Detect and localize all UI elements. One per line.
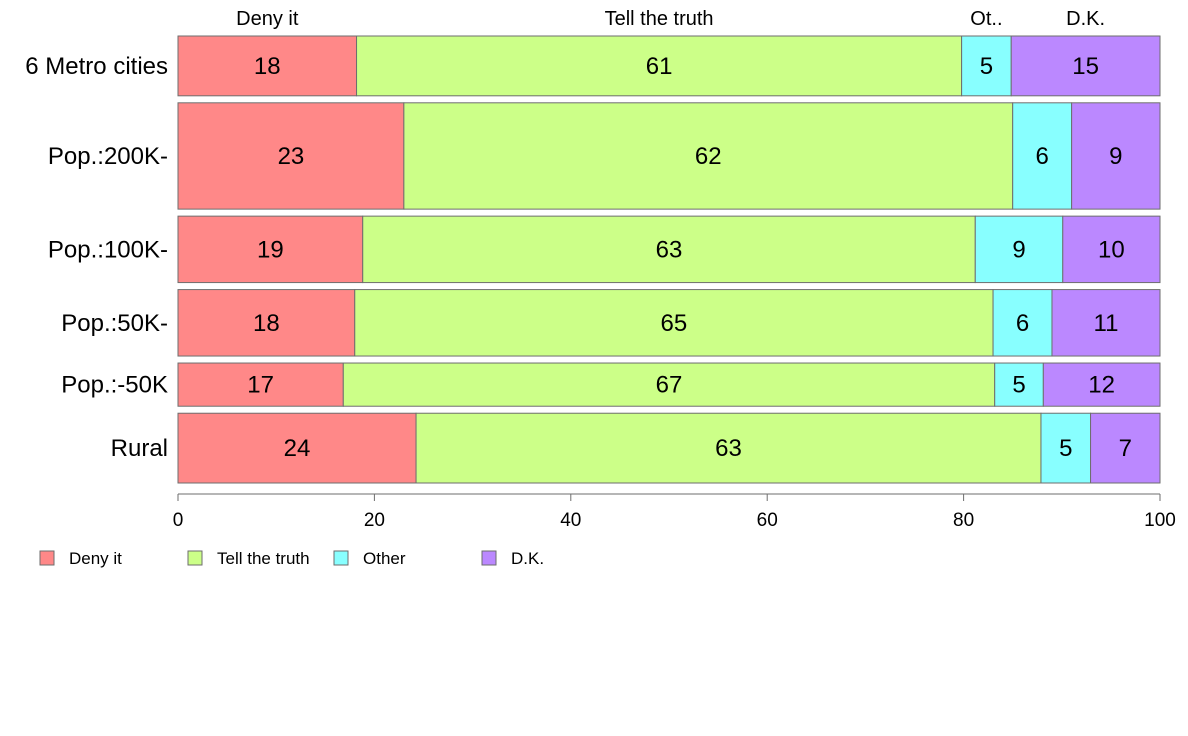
category-label: 6 Metro cities <box>25 53 168 80</box>
bar-segment-tell-the-truth <box>362 215 976 284</box>
data-label: 9 <box>1012 236 1025 263</box>
bar-rows: 18 61 5 15 23 62 6 9 19 63 9 10 18 65 6 11 17 67 5 12 24 63 5 7 <box>177 35 1161 484</box>
data-label: 6 <box>1016 310 1029 337</box>
category-label: Pop.:50K- <box>61 310 168 337</box>
legend-item-deny-it: Deny it <box>39 549 122 568</box>
top-label-other: Ot.. <box>970 8 1002 30</box>
bar-segment-d-k <box>1090 412 1161 484</box>
legend-swatch <box>187 550 203 566</box>
bar-segment-other <box>994 362 1044 407</box>
legend-label: D.K. <box>511 549 544 568</box>
legend-swatch <box>333 550 349 566</box>
bar-segment-d-k <box>1010 35 1161 97</box>
bar-segment-tell-the-truth <box>342 362 996 407</box>
category-labels: 6 Metro cities Pop.:200K- Pop.:100K- Pop.:5… <box>25 53 168 462</box>
data-label: 18 <box>254 53 281 80</box>
category-label: Pop.:200K- <box>48 143 168 170</box>
bar-segment-d-k <box>1042 362 1161 407</box>
legend-item-tell-the-truth: Tell the truth <box>187 549 310 568</box>
data-label: 15 <box>1072 53 1099 80</box>
legend-item-other: Other <box>333 549 406 568</box>
x-tick-label: 80 <box>953 510 974 531</box>
data-label: 5 <box>980 53 993 80</box>
data-label: 63 <box>715 435 742 462</box>
bar-segment-deny-it <box>177 412 417 484</box>
bar-row-pop-200k: 23 62 6 9 <box>177 102 1161 210</box>
bar-segment-other <box>1040 412 1092 484</box>
data-label: 9 <box>1109 143 1122 170</box>
bar-segment-tell-the-truth <box>354 289 994 357</box>
category-label: Pop.:-50K <box>61 372 168 399</box>
legend: Deny it Tell the truth Other D.K. <box>39 549 544 568</box>
data-label: 63 <box>656 236 683 263</box>
bar-segment-deny-it <box>177 289 356 357</box>
x-tick-label: 20 <box>364 510 385 531</box>
category-label: Rural <box>111 435 168 462</box>
data-label: 10 <box>1098 236 1125 263</box>
x-tick-label: 40 <box>560 510 581 531</box>
bar-segment-d-k <box>1071 102 1161 210</box>
bar-row-pop-50k: 17 67 5 12 <box>177 362 1161 407</box>
top-label-d-k: D.K. <box>1066 8 1105 30</box>
top-label-tell-the-truth: Tell the truth <box>605 8 714 30</box>
bar-segment-deny-it <box>177 35 358 97</box>
bar-row-6-metro-cities: 18 61 5 15 <box>177 35 1161 97</box>
data-label: 5 <box>1012 372 1025 399</box>
legend-label: Other <box>363 549 406 568</box>
data-label: 11 <box>1094 310 1119 337</box>
data-label: 65 <box>661 310 688 337</box>
data-label: 17 <box>247 372 274 399</box>
data-label: 19 <box>257 236 284 263</box>
bar-segment-tell-the-truth <box>415 412 1042 484</box>
legend-item-d-k: D.K. <box>481 549 544 568</box>
bar-segment-tell-the-truth <box>356 35 963 97</box>
bar-segment-tell-the-truth <box>403 102 1014 210</box>
bar-segment-d-k <box>1051 289 1161 357</box>
legend-label: Tell the truth <box>217 549 310 568</box>
legend-swatch <box>39 550 55 566</box>
bar-segment-deny-it <box>177 215 364 284</box>
legend-swatch <box>481 550 497 566</box>
bar-row-pop-50k: 18 65 6 11 <box>177 289 1161 357</box>
x-tick-label: 100 <box>1144 510 1176 531</box>
data-label: 12 <box>1088 372 1115 399</box>
bar-segment-other <box>961 35 1012 97</box>
x-axis: 0 20 40 60 80 100 <box>173 493 1176 531</box>
legend-label: Deny it <box>69 549 122 568</box>
top-segment-labels: Deny it Tell the truth Ot.. D.K. <box>236 8 1105 30</box>
data-label: 5 <box>1059 435 1072 462</box>
bar-segment-other <box>1012 102 1073 210</box>
data-label: 67 <box>656 372 683 399</box>
top-label-deny-it: Deny it <box>236 8 299 30</box>
data-label: 23 <box>278 143 305 170</box>
bar-row-pop-100k: 19 63 9 10 <box>177 215 1161 284</box>
data-label: 24 <box>284 435 311 462</box>
data-label: 7 <box>1119 435 1132 462</box>
data-label: 18 <box>253 310 280 337</box>
bar-segment-deny-it <box>177 362 344 407</box>
x-tick-label: 0 <box>173 510 184 531</box>
bar-segment-d-k <box>1062 215 1161 284</box>
bar-segment-deny-it <box>177 102 405 210</box>
data-label: 6 <box>1035 143 1048 170</box>
category-label: Pop.:100K- <box>48 236 168 263</box>
x-tick-label: 60 <box>757 510 778 531</box>
data-label: 62 <box>695 143 722 170</box>
bar-row-rural: 24 63 5 7 <box>177 412 1161 484</box>
data-label: 61 <box>646 53 673 80</box>
